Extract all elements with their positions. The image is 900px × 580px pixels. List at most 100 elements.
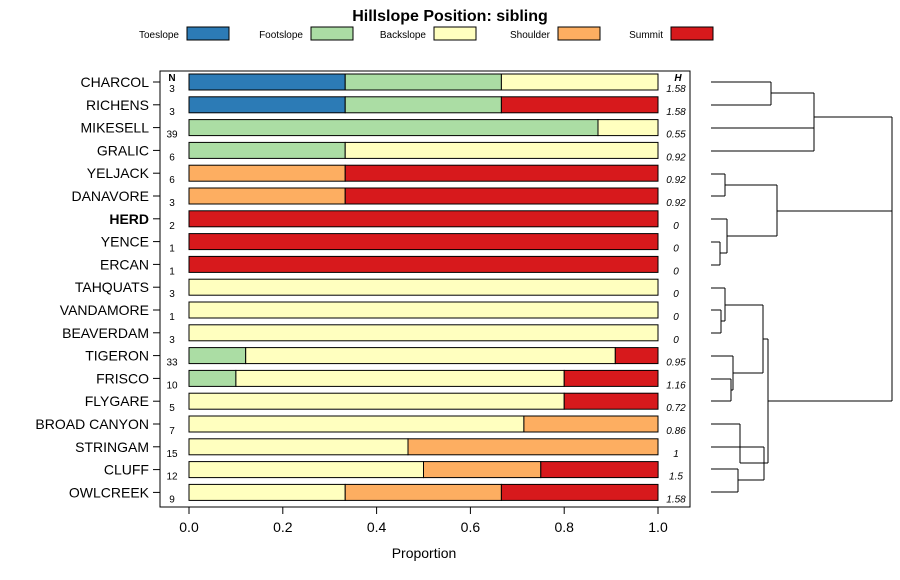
h-value: 0	[673, 312, 679, 323]
legend-swatch	[310, 26, 354, 41]
bar-segment	[344, 187, 659, 205]
n-value: 5	[169, 403, 175, 414]
h-value: 1	[673, 449, 679, 460]
bar-segment	[423, 461, 542, 479]
bar-segment	[188, 324, 659, 342]
bar-segment	[523, 415, 659, 433]
bar-segment	[188, 141, 346, 159]
chart-title: Hillslope Position: sibling	[352, 8, 548, 25]
h-value: 1.16	[666, 380, 686, 391]
bar-segment	[188, 96, 346, 114]
category-label: GRALIC	[97, 142, 149, 158]
category-label: BEAVERDAM	[62, 325, 149, 341]
n-value: 10	[166, 380, 178, 391]
dendrogram	[711, 81, 893, 493]
n-value: 12	[166, 472, 178, 483]
category-label: RICHENS	[86, 97, 149, 113]
n-value: 33	[166, 358, 178, 369]
bar-segment	[500, 483, 659, 501]
bar-segment	[344, 164, 659, 182]
bar-segment	[188, 438, 409, 456]
bar-segment	[188, 210, 659, 228]
category-label: CLUFF	[104, 462, 149, 478]
x-axis-title: Proportion	[392, 545, 457, 561]
n-value: 3	[169, 289, 175, 300]
n-value: 6	[169, 175, 175, 186]
bar-segment	[188, 347, 247, 365]
bar-segment	[597, 119, 659, 137]
bar-segment	[500, 73, 659, 91]
n-value: 1	[169, 312, 175, 323]
category-label: STRINGAM	[75, 439, 149, 455]
bar-segment	[188, 369, 237, 387]
legend-swatch	[186, 26, 230, 41]
h-value: 1.58	[666, 107, 686, 118]
h-value: 1.5	[669, 472, 683, 483]
category-label: CHARCOL	[81, 74, 150, 90]
h-value: 0.95	[666, 358, 686, 369]
bar-segment	[344, 141, 659, 159]
category-label: BROAD CANYON	[35, 416, 149, 432]
h-value: 0.86	[666, 426, 686, 437]
bar-segment	[235, 369, 565, 387]
y-axis-labels: CHARCOL RICHENS MIKESELL GRALIC YELJACK DANAV…	[35, 74, 160, 500]
category-label: ERCAN	[100, 256, 149, 272]
legend-swatch	[557, 26, 601, 41]
n-value: 3	[169, 84, 175, 95]
n-value: 39	[166, 130, 178, 141]
legend-item: Backslope	[380, 26, 477, 41]
n-value: 3	[169, 335, 175, 346]
h-values: 1.58 1.58 0.55 0.92 0.92 0.92 0 0 0 0 0 0 0.95 1.16 0.…	[666, 84, 686, 505]
bar-segment	[540, 461, 659, 479]
x-tick-label: 0.6	[461, 519, 481, 535]
category-label: TIGERON	[85, 348, 149, 364]
category-label: DANAVORE	[71, 188, 149, 204]
category-label: YELJACK	[87, 165, 150, 181]
h-header: H	[674, 73, 682, 84]
x-axis: 0.0 0.2 0.4 0.6 0.8 1.0	[179, 507, 668, 535]
n-value: 3	[169, 107, 175, 118]
bar-segment	[344, 73, 502, 91]
x-tick-label: 0.8	[554, 519, 574, 535]
category-label: FLYGARE	[85, 393, 149, 409]
h-value: 0.55	[666, 130, 686, 141]
legend-swatch	[433, 26, 477, 41]
h-value: 0.92	[666, 198, 686, 209]
category-label: TAHQUATS	[75, 279, 149, 295]
bar-segment	[407, 438, 659, 456]
bars-layer	[188, 73, 659, 501]
category-label: HERD	[109, 211, 149, 227]
category-label: YENCE	[101, 234, 149, 250]
n-value: 1	[169, 244, 175, 255]
bar-segment	[188, 301, 659, 319]
bar-segment	[188, 415, 525, 433]
category-label: VANDAMORE	[60, 302, 149, 318]
bar-segment	[344, 483, 502, 501]
x-tick-label: 0.2	[273, 519, 293, 535]
n-header: N	[168, 73, 175, 84]
legend-item: Footslope	[259, 26, 354, 41]
bar-segment	[188, 461, 424, 479]
h-value: 0	[673, 335, 679, 346]
legend-label: Summit	[629, 30, 663, 41]
category-label: FRISCO	[96, 370, 149, 386]
bar-segment	[614, 347, 659, 365]
n-value: 1	[169, 266, 175, 277]
bar-segment	[563, 392, 659, 410]
x-tick-label: 0.0	[179, 519, 199, 535]
h-value: 0	[673, 221, 679, 232]
n-value: 7	[169, 426, 175, 437]
x-tick-label: 1.0	[648, 519, 668, 535]
bar-segment	[188, 233, 659, 251]
n-value: 15	[166, 449, 178, 460]
h-value: 0.92	[666, 175, 686, 186]
legend-item: Summit	[629, 26, 714, 41]
bar-segment	[188, 278, 659, 296]
plot-panel	[159, 70, 691, 508]
legend-label: Backslope	[380, 30, 427, 41]
bar-segment	[188, 392, 565, 410]
h-value: 1.58	[666, 494, 686, 505]
bar-segment	[188, 255, 659, 273]
category-label: MIKESELL	[81, 120, 150, 136]
